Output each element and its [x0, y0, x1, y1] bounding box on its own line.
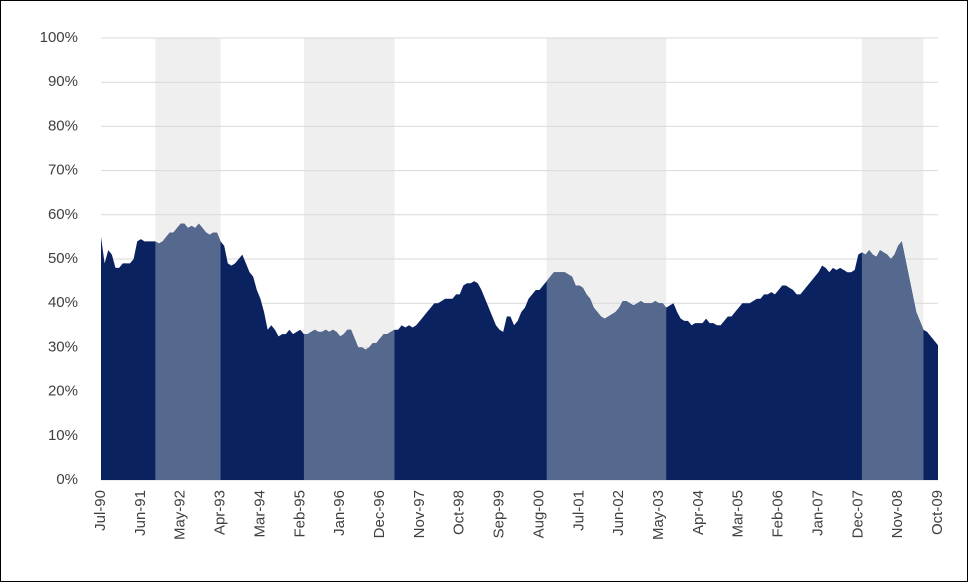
y-tick-label: 90%	[48, 73, 78, 90]
x-tick-label: Dec-96	[371, 490, 388, 538]
y-tick-label: 100%	[40, 29, 78, 46]
x-tick-label: Apr-04	[690, 490, 707, 535]
x-tick-label: May-92	[172, 490, 189, 540]
x-tick-label: Mar-05	[730, 490, 747, 538]
x-tick-label: Jul-90	[92, 490, 109, 531]
x-tick-label: Nov-08	[889, 490, 906, 538]
x-tick-label: Feb-06	[770, 490, 787, 538]
y-tick-label: 60%	[48, 206, 78, 223]
band-area	[861, 241, 924, 480]
band-area	[546, 272, 667, 480]
x-tick-label: Jan-96	[331, 490, 348, 536]
y-tick-label: 10%	[48, 427, 78, 444]
area-layer	[101, 223, 938, 480]
band-area	[155, 223, 221, 480]
x-tick-label: Mar-94	[251, 490, 268, 538]
x-tick-label: Jun-91	[132, 490, 149, 536]
label-layer: 0% 10% 20% 30% 40% 50% 60% 70% 80% 90% 100% Jul-90 J…	[40, 29, 946, 540]
x-tick-label: Nov-97	[411, 490, 428, 538]
x-tick-label: Apr-93	[212, 490, 229, 535]
x-tick-label: Sep-99	[491, 490, 508, 538]
x-tick-label: Jan-07	[809, 490, 826, 536]
x-tick-label: Oct-98	[451, 490, 468, 535]
band-area	[303, 329, 395, 480]
y-tick-label: 30%	[48, 338, 78, 355]
x-tick-label: Aug-00	[530, 490, 547, 538]
x-tick-label: Dec-07	[849, 490, 866, 538]
y-tick-label: 40%	[48, 294, 78, 311]
y-tick-label: 80%	[48, 117, 78, 134]
y-tick-label: 70%	[48, 162, 78, 179]
x-tick-label: Feb-95	[291, 490, 308, 538]
x-tick-label: Jul-01	[570, 490, 587, 531]
x-tick-label: May-03	[650, 490, 667, 540]
x-tick-label: Jun-02	[610, 490, 627, 536]
y-tick-label: 0%	[56, 471, 78, 488]
y-tick-label: 50%	[48, 250, 78, 267]
y-tick-label: 20%	[48, 383, 78, 400]
x-tick-label: Oct-09	[929, 490, 946, 535]
